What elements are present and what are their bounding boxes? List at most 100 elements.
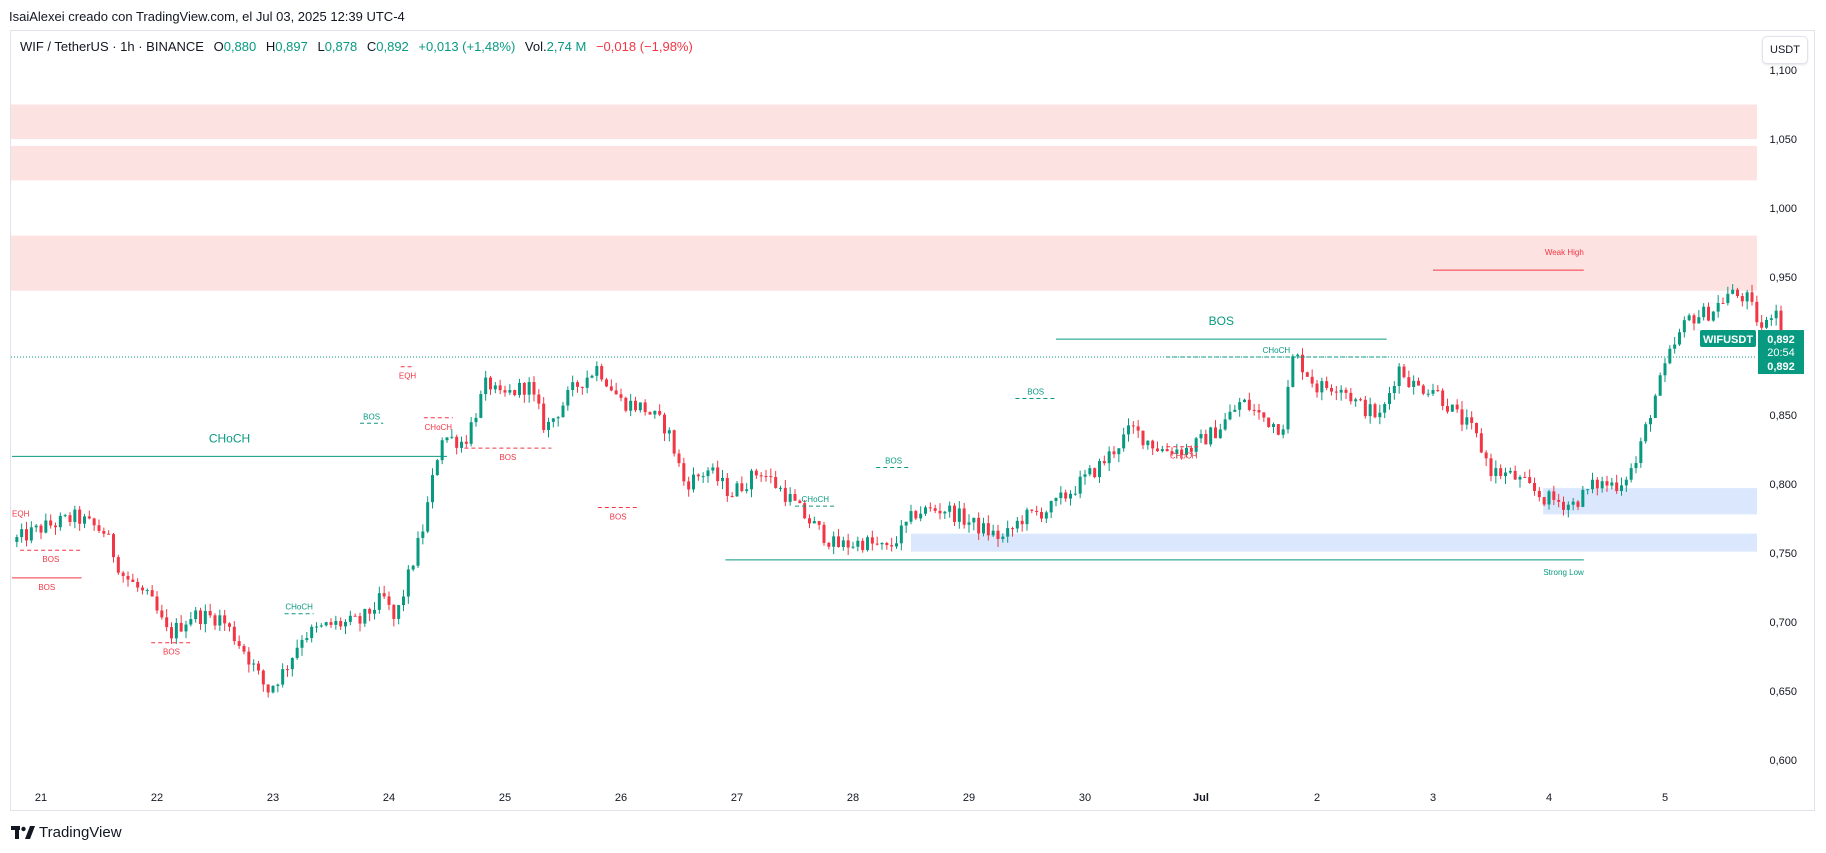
candle-body — [943, 511, 947, 514]
tradingview-brand[interactable]: TradingView — [11, 824, 122, 841]
low-label: L — [317, 39, 325, 54]
candle-body — [1040, 512, 1043, 519]
candle-body — [769, 476, 773, 478]
candle-body — [532, 382, 536, 395]
candle-body — [1078, 476, 1082, 494]
candle-body — [779, 487, 782, 489]
change-value: +0,013 (+1,48%) — [418, 39, 516, 54]
candle-body — [237, 641, 241, 646]
candle-body — [547, 421, 550, 430]
candle-body — [740, 483, 744, 491]
candle-body — [1475, 422, 1478, 434]
structure-level-label: BOS — [1027, 387, 1044, 396]
candle-body — [1146, 440, 1150, 446]
candle-body — [1243, 399, 1246, 403]
candle-body — [953, 505, 956, 522]
candle-body — [1513, 470, 1517, 480]
candle-body — [1779, 310, 1783, 342]
candle-body — [1702, 306, 1706, 318]
candle-body — [1769, 318, 1773, 320]
candle-body — [672, 430, 676, 454]
candle-body — [503, 390, 507, 393]
candle-body — [938, 510, 942, 514]
candle-body — [1397, 366, 1401, 387]
candle-body — [121, 572, 125, 576]
candle-body — [1015, 520, 1019, 529]
candle-body — [1562, 501, 1565, 510]
candle-body — [832, 536, 836, 547]
candle-body — [571, 382, 575, 391]
candle-body — [1494, 468, 1498, 477]
candle-body — [1707, 306, 1710, 321]
candle-body — [377, 593, 381, 610]
candle-body — [851, 546, 855, 548]
candle-body — [764, 475, 768, 477]
x-tick-label: 25 — [499, 792, 511, 804]
candle-body — [199, 610, 202, 625]
candle-body — [223, 615, 227, 624]
symbol-title[interactable]: WIF / TetherUS · 1h · BINANCE — [20, 39, 204, 54]
candle-body — [1320, 381, 1324, 393]
candle-body — [527, 382, 531, 395]
candle-body — [1247, 399, 1251, 410]
candle-body — [1189, 447, 1193, 452]
candle-body — [339, 621, 343, 627]
candle-body — [1566, 504, 1570, 510]
candle-body — [305, 638, 309, 640]
y-tick-label: 0,750 — [1769, 548, 1797, 560]
candle-body — [653, 410, 657, 415]
currency-button[interactable]: USDT — [1762, 36, 1808, 64]
candle-body — [962, 508, 966, 525]
candle-body — [667, 430, 671, 434]
candle-body — [1436, 390, 1440, 392]
candle-body — [1508, 470, 1512, 473]
candle-body — [1296, 354, 1300, 357]
candle-body — [1682, 320, 1686, 333]
candle-body — [1489, 458, 1493, 477]
last-price-value: 0,892 — [1767, 334, 1795, 346]
candle-body — [725, 477, 729, 496]
candle-body — [15, 537, 19, 542]
candle-body — [218, 615, 222, 626]
candle-body — [1736, 289, 1739, 297]
candle-body — [687, 481, 691, 490]
candle-body — [1330, 387, 1333, 392]
x-tick-label: 3 — [1430, 792, 1436, 804]
candle-body — [827, 542, 831, 547]
candle-body — [1745, 292, 1749, 302]
candle-body — [1750, 292, 1754, 302]
candle-body — [484, 377, 488, 395]
candle-body — [281, 669, 285, 685]
candle-body — [783, 487, 787, 502]
candle-body — [542, 403, 546, 430]
candle-body — [20, 529, 24, 538]
candle-body — [1537, 490, 1541, 498]
candle-body — [373, 609, 376, 614]
candle-body — [107, 533, 111, 535]
candle-body — [1286, 386, 1290, 430]
candle-body — [1687, 315, 1691, 321]
candle-body — [658, 410, 662, 415]
candle-body — [1388, 393, 1391, 405]
candle-body — [1344, 389, 1348, 393]
candle-body — [624, 397, 628, 411]
candle-body — [982, 523, 985, 534]
candle-body — [677, 453, 681, 464]
chart-caption: IsaiAlexei creado con TradingView.com, e… — [9, 9, 405, 24]
candle-body — [1518, 476, 1522, 480]
candle-body — [498, 385, 502, 391]
candle-body — [735, 483, 739, 497]
candle-body — [629, 400, 633, 411]
candle-body — [49, 520, 53, 526]
x-tick-label: 23 — [267, 792, 279, 804]
candle-body — [1557, 499, 1561, 502]
candle-body — [1305, 372, 1309, 377]
candle-body — [556, 417, 560, 419]
y-tick-label: 0,850 — [1769, 410, 1797, 422]
candle-body — [1310, 376, 1314, 384]
candle-body — [194, 610, 198, 620]
candle-body — [141, 587, 144, 591]
candle-body — [353, 615, 357, 617]
candle-body — [261, 670, 265, 685]
